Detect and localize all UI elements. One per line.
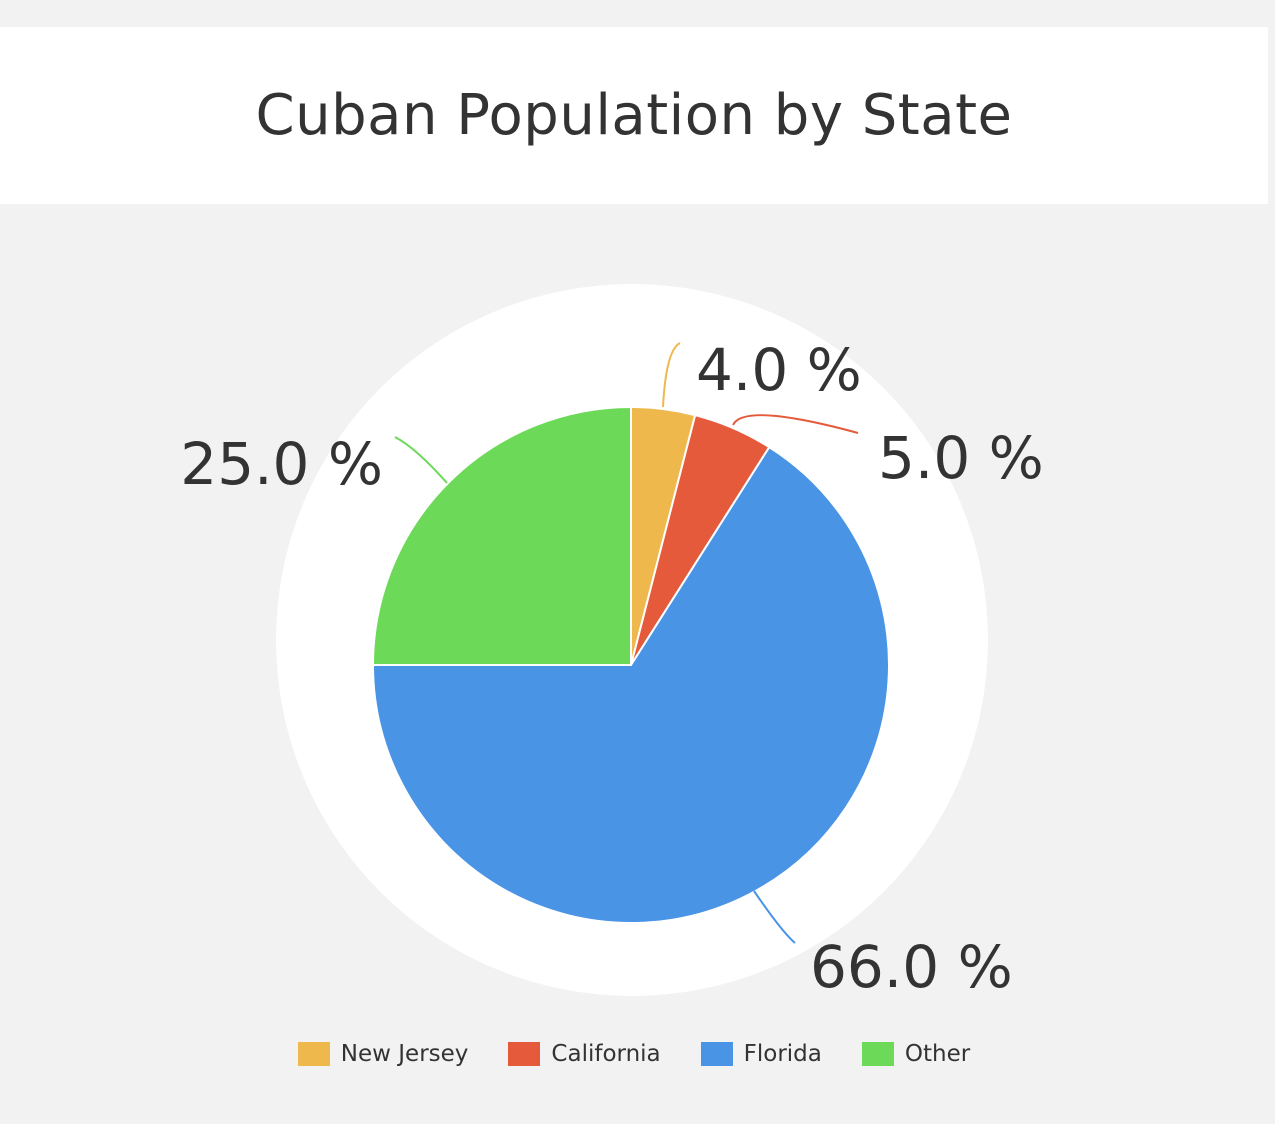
leader-lines (394, 342, 859, 944)
legend-swatch-california (508, 1042, 541, 1066)
legend-item-florida[interactable]: Florida (700, 1041, 822, 1067)
slice-label-other: 25.0 % (180, 430, 383, 498)
legend-item-new-jersey[interactable]: New Jersey (297, 1041, 469, 1067)
slice-labels: 4.0 %5.0 % 66.0 % 25.0 % (180, 336, 1044, 1001)
legend-label-new-jersey: New Jersey (340, 1041, 469, 1067)
chart-title: Cuban Population by State (255, 83, 1013, 148)
pie-slice-other[interactable] (371, 405, 632, 666)
legend-label-other: Other (904, 1041, 971, 1067)
slice-label-california: 5.0 % (878, 424, 1044, 492)
legend-swatch-new-jersey (297, 1042, 330, 1066)
slice-label-new-jersey: 4.0 % (696, 336, 862, 404)
legend-label-california: California (551, 1041, 661, 1067)
title-bar: Cuban Population by State (0, 27, 1268, 204)
legend-swatch-florida (700, 1042, 733, 1066)
legend-item-california[interactable]: California (508, 1041, 661, 1067)
slice-label-florida: 66.0 % (810, 933, 1013, 1001)
leader-line-california (732, 414, 859, 434)
leader-line-florida (753, 890, 796, 944)
legend: New Jersey California Florida Other (0, 1037, 1268, 1071)
legend-swatch-other (861, 1042, 894, 1066)
leader-line-new-jersey (662, 342, 681, 408)
legend-label-florida: Florida (743, 1041, 822, 1067)
pie-slices (371, 405, 890, 924)
legend-item-other[interactable]: Other (861, 1041, 971, 1067)
pie-slice-florida[interactable] (371, 445, 890, 924)
leader-line-other (394, 436, 448, 484)
